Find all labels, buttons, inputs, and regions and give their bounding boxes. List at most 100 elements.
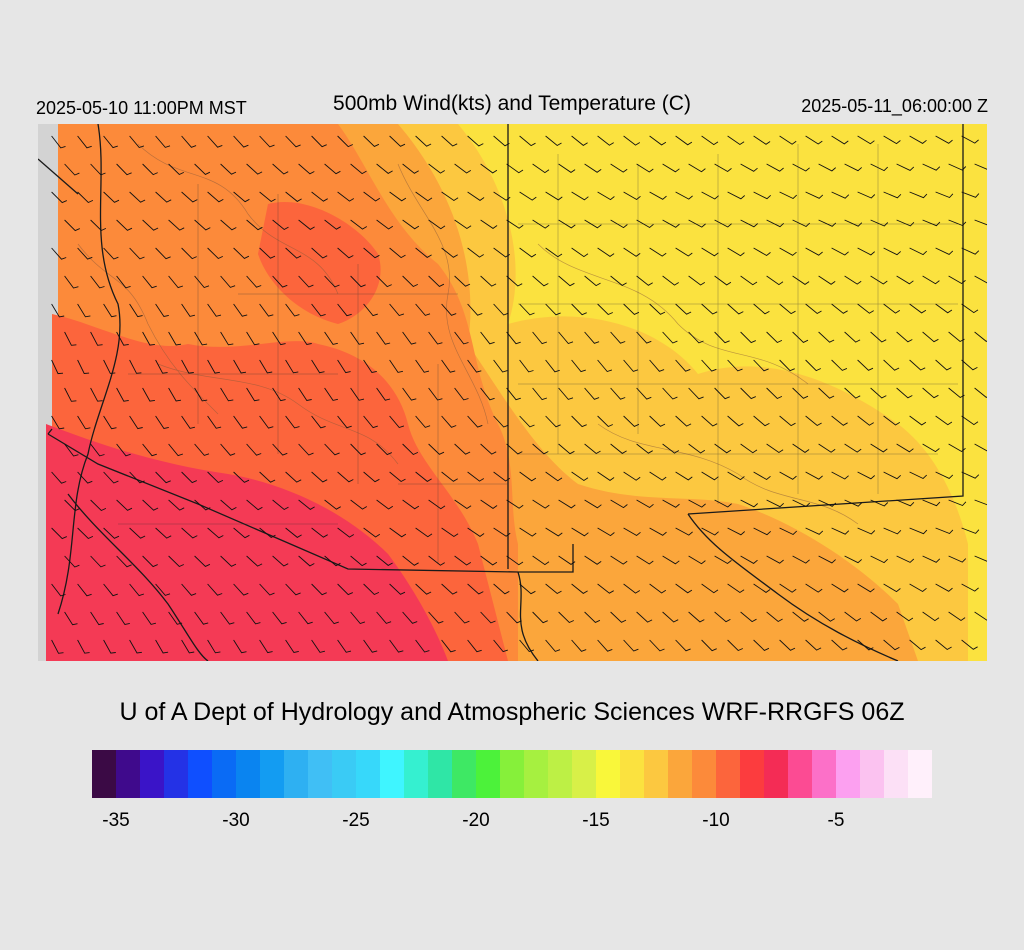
wind-barb	[376, 331, 391, 345]
wind-barb	[77, 247, 93, 260]
wind-barb	[909, 415, 927, 426]
wind-barb	[818, 499, 837, 507]
wind-barb	[636, 611, 653, 623]
colorbar-tick-label: -25	[342, 810, 370, 831]
wind-barb	[376, 387, 391, 401]
wind-barb	[675, 359, 691, 372]
wind-barb	[155, 415, 169, 430]
wind-barb	[493, 527, 511, 537]
wind-barb	[129, 191, 146, 203]
wind-barb	[155, 359, 168, 374]
wind-barb	[623, 415, 640, 427]
wind-barb	[571, 471, 589, 482]
wind-barb	[324, 275, 340, 288]
wind-barb	[246, 555, 263, 567]
wind-barb	[311, 135, 327, 148]
wind-barb	[116, 611, 130, 626]
wind-barb	[246, 611, 261, 625]
wind-barb	[272, 219, 289, 231]
wind-barb	[350, 163, 367, 175]
wind-barb	[64, 555, 80, 568]
wind-barb	[103, 359, 116, 374]
wind-barb	[272, 611, 287, 625]
wind-barb	[168, 163, 184, 176]
colorbar-swatch	[212, 750, 236, 798]
wind-barb	[467, 191, 485, 201]
colorbar-swatch	[188, 750, 212, 798]
wind-barb	[623, 303, 640, 315]
wind-barb	[389, 247, 406, 259]
wind-barb	[545, 359, 560, 373]
wind-barb	[298, 163, 315, 175]
wind-barb	[129, 135, 145, 149]
wind-barb	[233, 527, 250, 539]
wind-barb	[90, 219, 107, 232]
wind-barb	[545, 303, 561, 316]
wind-barb	[77, 359, 90, 374]
wind-barb	[64, 387, 77, 402]
wind-barb	[285, 415, 300, 429]
wind-barb	[857, 303, 874, 314]
colorbar-swatch	[860, 750, 884, 798]
wind-barb	[545, 415, 561, 428]
wind-barb	[272, 499, 289, 511]
wind-barb	[285, 135, 301, 148]
wind-barb	[844, 387, 861, 399]
wind-barb	[532, 219, 550, 229]
wind-barb	[688, 163, 706, 173]
wind-barb	[948, 611, 966, 622]
wind-barb	[376, 499, 394, 510]
wind-barb	[64, 331, 77, 346]
wind-barb	[207, 247, 223, 260]
wind-barb	[90, 387, 103, 402]
colorbar-swatch	[452, 750, 476, 798]
wind-barb	[662, 163, 680, 173]
wind-barb	[792, 219, 811, 228]
wind-barb	[480, 499, 498, 509]
wind-barb	[883, 135, 901, 145]
wind-barb	[766, 275, 784, 286]
wind-barb	[64, 163, 80, 176]
wind-barb	[935, 135, 953, 144]
wind-barb	[961, 303, 979, 314]
wind-barb	[168, 331, 182, 346]
wind-barb	[155, 247, 171, 260]
wind-barb	[194, 443, 210, 456]
wind-barb	[935, 471, 954, 479]
wind-barb	[909, 191, 928, 199]
wind-barb	[77, 135, 92, 149]
wind-barb	[441, 471, 458, 482]
wind-barb	[220, 163, 237, 175]
wind-barb	[597, 191, 615, 201]
wind-barb	[506, 219, 524, 229]
colorbar-tick-label: -30	[222, 810, 250, 831]
wind-barb	[675, 583, 693, 594]
wind-barb	[649, 471, 667, 481]
wind-barb	[389, 135, 406, 147]
wind-barb	[363, 135, 380, 147]
wind-barb	[402, 219, 420, 230]
wind-barb	[766, 611, 783, 623]
wind-barb	[415, 303, 431, 316]
wind-barb	[415, 583, 432, 595]
wind-barb	[844, 611, 862, 622]
wind-barb	[740, 163, 758, 172]
wind-barb	[818, 331, 835, 343]
wind-barb	[909, 471, 928, 480]
wind-barb	[428, 387, 443, 401]
wind-barb	[493, 415, 509, 428]
colorbar-swatch	[548, 750, 572, 798]
wind-barb	[415, 191, 433, 202]
wind-barb	[714, 163, 732, 173]
border-arizona-mexico	[47, 433, 519, 573]
wind-barb	[298, 219, 315, 230]
colorbar-swatch	[884, 750, 908, 798]
wind-barb	[441, 415, 457, 428]
wind-barb	[701, 359, 717, 372]
wind-barb	[350, 219, 368, 230]
wind-barb	[181, 191, 198, 203]
wind-barb	[675, 471, 693, 481]
wind-barb	[441, 583, 458, 595]
wind-barb	[285, 527, 302, 538]
wind-barb	[870, 499, 889, 507]
